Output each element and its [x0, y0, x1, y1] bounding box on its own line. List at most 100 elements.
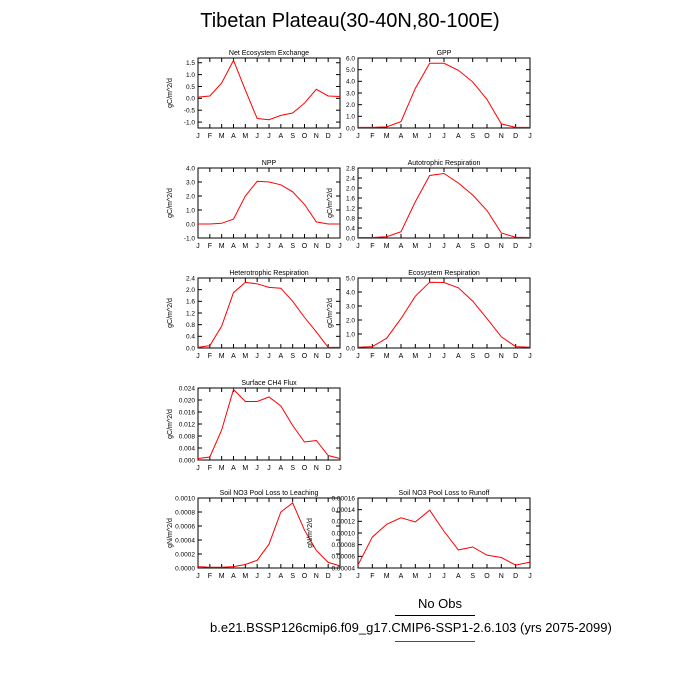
y-tick-label: 1.0 — [346, 114, 355, 121]
y-tick-label: -1.0 — [184, 119, 196, 126]
legend-case-label: b.e21.BSSP126cmip6.f09_g17.CMIP6-SSP1-2.… — [210, 620, 612, 635]
x-tick-label: A — [231, 243, 236, 250]
x-tick-label: D — [513, 243, 518, 250]
x-tick-label: S — [470, 133, 475, 140]
x-tick-label: M — [219, 465, 225, 472]
plot-frame — [197, 387, 341, 461]
panel-title: Soil NO3 Pool Loss to Runoff — [399, 490, 490, 497]
x-tick-label: J — [442, 573, 446, 580]
x-tick-label: A — [231, 465, 236, 472]
panel-title: Autotrophic Respiration — [408, 160, 481, 167]
series-line — [197, 388, 341, 459]
x-tick-label: J — [255, 133, 258, 140]
x-tick-label: J — [356, 353, 360, 360]
x-tick-label: N — [499, 573, 504, 580]
y-axis-label: gC/m^2/d — [327, 298, 334, 328]
y-tick-label: -1.0 — [184, 235, 196, 242]
x-tick-label: D — [513, 133, 518, 140]
y-axis-label: gC/m^2/d — [167, 188, 174, 218]
x-tick-label: M — [219, 573, 225, 580]
x-tick-label: D — [326, 573, 331, 580]
x-tick-label: M — [219, 353, 225, 360]
x-tick-label: A — [456, 573, 461, 580]
y-tick-label: 0.0 — [186, 345, 195, 352]
y-tick-label: 0.0 — [186, 221, 195, 228]
y-tick-label: 1.0 — [186, 207, 195, 214]
y-tick-label: 0.0002 — [175, 551, 195, 558]
x-tick-label: J — [428, 353, 432, 360]
legend-case-line — [395, 641, 475, 642]
panel-ecosystem-respiration: Ecosystem Respiration gC/m^2/d 0.0 1.0 2.0 3.… — [327, 270, 532, 360]
x-tick-label: M — [242, 133, 248, 140]
y-tick-label: 1.6 — [346, 195, 355, 202]
x-tick-label: N — [314, 465, 319, 472]
y-tick-label: 2.0 — [346, 185, 355, 192]
y-tick-label: 0.0006 — [175, 523, 195, 530]
x-tick-label: N — [499, 133, 504, 140]
x-tick-label: F — [208, 353, 212, 360]
x-tick-label: F — [208, 465, 212, 472]
x-tick-label: J — [528, 353, 532, 360]
plot-frame — [197, 277, 341, 349]
x-tick-label: A — [278, 243, 283, 250]
x-tick-label: M — [242, 353, 248, 360]
x-tick-label: O — [302, 465, 308, 472]
panel-title: Net Ecosystem Exchange — [229, 50, 309, 57]
x-tick-label: A — [456, 243, 461, 250]
y-tick-label: 0.012 — [179, 421, 196, 428]
x-tick-label: A — [399, 243, 404, 250]
x-tick-label: N — [314, 243, 319, 250]
x-tick-label: A — [231, 573, 236, 580]
panel-surface-ch4-flux: Surface CH4 Flux gC/m^2/d 0.000 0.004 0.008 0… — [167, 380, 342, 472]
x-tick-label: M — [412, 243, 418, 250]
y-tick-label: 3.0 — [346, 90, 355, 97]
series-line — [357, 281, 531, 348]
y-tick-label: -0.5 — [184, 108, 196, 115]
plot-frame — [357, 497, 531, 569]
x-tick-label: J — [196, 353, 200, 360]
x-tick-label: J — [255, 243, 258, 250]
y-tick-label: 2.0 — [346, 102, 355, 109]
x-tick-label: O — [302, 353, 308, 360]
y-tick-label: 0.024 — [179, 385, 196, 392]
x-tick-label: J — [255, 573, 258, 580]
x-tick-label: J — [356, 573, 360, 580]
x-tick-label: F — [370, 243, 374, 250]
y-axis-label: gN/m^2/d — [167, 518, 174, 548]
y-tick-label: 4.0 — [346, 289, 355, 296]
x-tick-label: N — [499, 243, 504, 250]
x-tick-label: M — [242, 465, 248, 472]
y-tick-label: 0.0010 — [175, 495, 195, 502]
x-tick-label: D — [326, 353, 331, 360]
y-tick-label: 0.00006 — [332, 554, 356, 561]
y-tick-label: 2.8 — [346, 165, 355, 172]
x-tick-label: M — [242, 573, 248, 580]
x-tick-label: O — [484, 353, 490, 360]
y-tick-label: 0.0 — [346, 125, 355, 132]
y-tick-label: 0.00008 — [332, 542, 356, 549]
x-tick-label: J — [428, 133, 432, 140]
x-tick-label: S — [470, 243, 475, 250]
panel-autotrophic-respiration: Autotrophic Respiration gC/m^2/d 0.0 0.4 0.8… — [327, 160, 532, 250]
y-tick-label: 0.4 — [346, 225, 355, 232]
plot-frame — [197, 497, 341, 569]
y-tick-label: 2.0 — [186, 193, 195, 200]
x-tick-label: S — [290, 465, 295, 472]
figure-title: Tibetan Plateau(30-40N,80-100E) — [200, 10, 500, 32]
y-tick-label: 3.0 — [346, 303, 355, 310]
panel-title: Heterotrophic Respiration — [229, 270, 308, 277]
y-tick-label: 0.008 — [179, 433, 196, 440]
y-tick-label: 1.0 — [186, 72, 195, 79]
x-tick-label: M — [412, 573, 418, 580]
x-tick-label: N — [314, 133, 319, 140]
x-tick-label: A — [231, 133, 236, 140]
y-tick-label: 1.6 — [186, 299, 195, 306]
x-tick-label: N — [499, 353, 504, 360]
y-tick-label: 0.004 — [179, 445, 196, 452]
x-tick-label: J — [338, 573, 342, 580]
x-tick-label: S — [290, 353, 295, 360]
x-tick-label: M — [412, 133, 418, 140]
y-tick-label: 2.0 — [346, 317, 355, 324]
x-tick-label: A — [399, 353, 404, 360]
y-tick-label: 1.0 — [346, 331, 355, 338]
